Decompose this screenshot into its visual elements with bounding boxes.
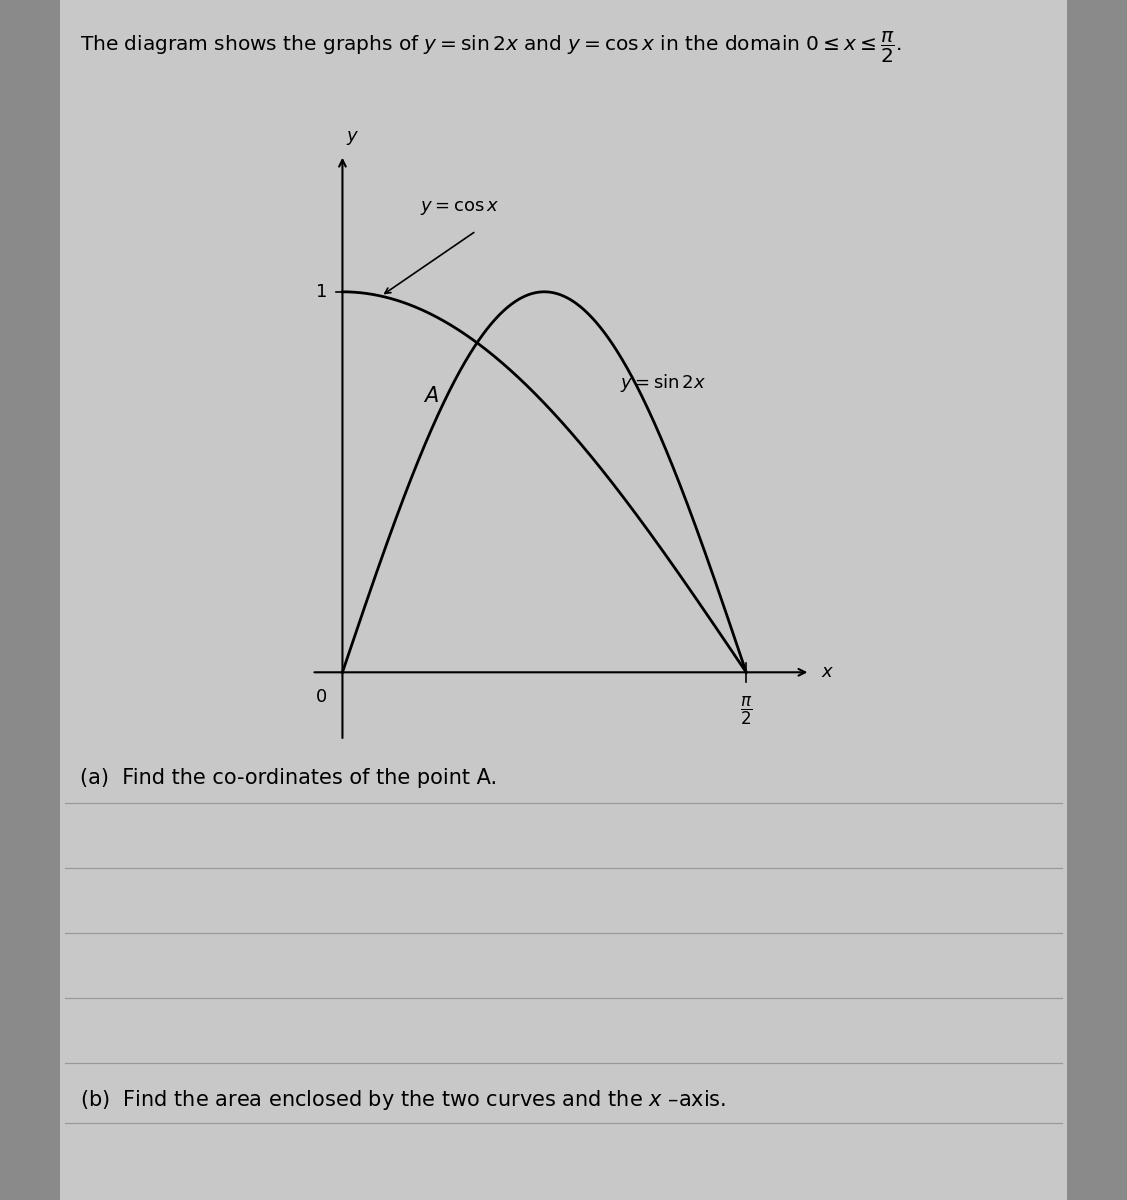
Bar: [1067, 0, 1127, 1200]
Text: The diagram shows the graphs of $y = \sin 2x$ and $y = \cos x$ in the domain $0 : The diagram shows the graphs of $y = \si…: [80, 30, 902, 65]
Text: $y = \cos x$: $y = \cos x$: [419, 199, 499, 217]
Text: $x$: $x$: [820, 664, 834, 682]
Text: 0: 0: [316, 688, 327, 706]
Text: (a)  Find the co-ordinates of the point A.: (a) Find the co-ordinates of the point A…: [80, 768, 497, 787]
Text: 1: 1: [316, 283, 327, 301]
Bar: [0, 0, 60, 1200]
Text: $y = \sin 2x$: $y = \sin 2x$: [620, 372, 707, 394]
Text: $\dfrac{\pi}{2}$: $\dfrac{\pi}{2}$: [740, 695, 753, 727]
Bar: [60, 0, 1067, 1200]
Text: $y$: $y$: [346, 130, 360, 148]
Text: (b)  Find the area enclosed by the two curves and the $x$ –axis.: (b) Find the area enclosed by the two cu…: [80, 1088, 726, 1112]
Text: $A$: $A$: [423, 386, 438, 406]
